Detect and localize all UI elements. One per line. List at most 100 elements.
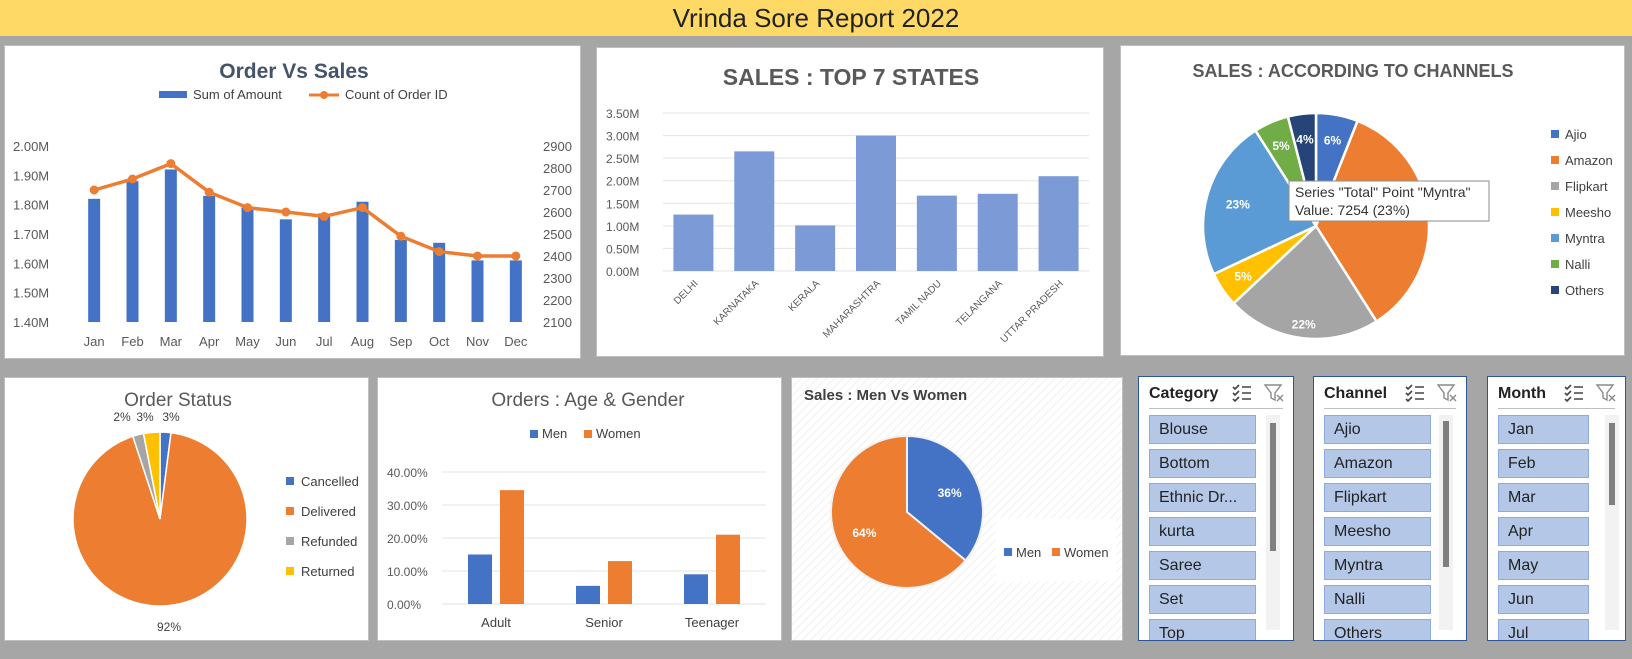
slicer-month-item[interactable]: Apr	[1498, 517, 1589, 546]
bar-state	[673, 214, 714, 271]
bar-amount	[394, 239, 407, 322]
slicer-channel[interactable]: Channel Ajio Amazon Flipkart Meesho Myntra Na…	[1313, 376, 1467, 641]
legend-label: Others	[1565, 283, 1605, 298]
y2-tick-label: 2100	[543, 315, 572, 330]
slicer-category-header: Category	[1149, 385, 1219, 402]
bar-state	[1038, 176, 1079, 271]
slicer-channel-item[interactable]: Others	[1324, 619, 1431, 640]
age-gender-chart[interactable]: Orders : Age & Gender Men Women 40.00% 30.00…	[377, 377, 782, 641]
data-label: 5%	[1272, 139, 1290, 153]
data-label: 64%	[852, 526, 876, 540]
order-vs-sales-chart[interactable]: Order Vs Sales Sum of Amount Count of Orde…	[4, 45, 581, 359]
bar-amount	[241, 207, 254, 322]
multi-select-icon[interactable]	[1231, 383, 1253, 403]
slicer-category-item[interactable]: Ethnic Dr...	[1149, 483, 1256, 512]
chart-title: SALES : TOP 7 STATES	[723, 64, 979, 90]
chart-title: Orders : Age & Gender	[491, 390, 685, 411]
y-tick-label: 1.80M	[13, 198, 49, 213]
bar-state	[795, 225, 836, 271]
bar-men	[468, 554, 492, 604]
order-status-chart[interactable]: Order Status 2% 3% 3% 92% Cancelled Delivered R…	[4, 377, 369, 641]
pie-slice	[72, 431, 248, 607]
y-tick-label: 1.90M	[13, 168, 49, 183]
line-point	[243, 203, 252, 213]
bar-amount	[164, 169, 177, 322]
slicer-channel-item[interactable]: Nalli	[1324, 585, 1431, 614]
line-point	[396, 231, 406, 241]
legend-swatch	[530, 430, 538, 438]
legend-label: Men	[542, 426, 567, 441]
slicer-channel-scrollbar[interactable]	[1439, 415, 1453, 630]
x-tick-label: Oct	[429, 334, 450, 349]
clear-filter-icon[interactable]	[1595, 383, 1617, 403]
slicer-category-item[interactable]: kurta	[1149, 517, 1256, 546]
slicer-category[interactable]: Category Blouse Bottom Ethnic Dr... kurta Sa…	[1138, 376, 1294, 641]
slicer-category-item[interactable]: Saree	[1149, 551, 1256, 580]
line-point	[473, 251, 482, 261]
slicer-category-item[interactable]: Bottom	[1149, 449, 1256, 478]
line-point	[434, 247, 444, 257]
slicer-month-item[interactable]: Jan	[1498, 415, 1589, 444]
legend-label: Men	[1016, 545, 1041, 560]
bar-state	[977, 193, 1018, 271]
slicer-category-item[interactable]: Blouse	[1149, 415, 1256, 444]
clear-filter-icon[interactable]	[1436, 383, 1458, 403]
clear-filter-icon[interactable]	[1263, 383, 1285, 403]
legend-swatch	[1052, 548, 1060, 556]
bar-amount	[126, 181, 139, 322]
legend-label: Ajio	[1565, 127, 1587, 142]
legend-label: Flipkart	[1565, 179, 1608, 194]
x-tick-label: Aug	[351, 334, 374, 349]
tooltip-box	[1288, 180, 1490, 222]
top-states-chart[interactable]: SALES : TOP 7 STATES 3.50M 3.00M 2.50M 2.00M…	[596, 47, 1104, 357]
y2-tick-label: 2200	[543, 293, 572, 308]
slicer-month-item[interactable]: Feb	[1498, 449, 1589, 478]
line-orders	[93, 161, 516, 258]
slicer-channel-item[interactable]: Ajio	[1324, 415, 1431, 444]
slicer-month[interactable]: Month Jan Feb Mar Apr May Jun Jul	[1487, 376, 1626, 641]
bar-amount	[471, 260, 484, 322]
men-women-chart[interactable]: Sales : Men Vs Women 36% 64% Men Women	[791, 377, 1123, 641]
report-title-bar: Vrinda Sore Report 2022	[0, 0, 1632, 36]
bar-amount	[356, 201, 369, 322]
slicer-category-item[interactable]: Set	[1149, 585, 1256, 614]
bar-state	[734, 151, 775, 271]
bar-state	[916, 195, 957, 271]
chart-title: Order Status	[124, 390, 232, 411]
slicer-channel-item[interactable]: Myntra	[1324, 551, 1431, 580]
legend-label: Women	[1064, 545, 1109, 560]
legend-marker	[320, 91, 328, 99]
bar-amount	[318, 213, 331, 322]
y-tick-label: 3.00M	[606, 130, 639, 144]
legend-swatch	[286, 567, 294, 575]
slicer-month-scrollbar[interactable]	[1605, 415, 1619, 630]
legend-label: Nalli	[1565, 257, 1590, 272]
slicer-channel-item[interactable]: Meesho	[1324, 517, 1431, 546]
slicer-channel-item[interactable]: Flipkart	[1324, 483, 1431, 512]
slicer-category-scrollbar[interactable]	[1266, 415, 1280, 630]
x-tick-label: Jan	[84, 334, 105, 349]
slicer-category-item[interactable]: Top	[1149, 619, 1256, 640]
slicer-channel-item[interactable]: Amazon	[1324, 449, 1431, 478]
multi-select-icon[interactable]	[1404, 383, 1426, 403]
legend-label: Count of Order ID	[345, 87, 448, 102]
line-point	[128, 174, 137, 184]
bar-amount	[88, 198, 101, 322]
bar-amount	[203, 195, 216, 322]
y-tick-label: 0.00%	[387, 598, 421, 612]
bar-women	[608, 561, 632, 604]
y-tick-label: 1.60M	[13, 256, 49, 271]
multi-select-icon[interactable]	[1563, 383, 1585, 403]
y-tick-label: 1.50M	[606, 197, 639, 211]
slicer-month-item[interactable]: Jul	[1498, 619, 1589, 640]
x-tick-label: Senior	[585, 615, 623, 630]
bar-amount	[279, 219, 292, 322]
x-tick-label: DELHI	[672, 278, 701, 307]
legend-label: Meesho	[1565, 205, 1611, 220]
channels-chart[interactable]: SALES : ACCORDING TO CHANNELS 6% 23% 5% 22% 5…	[1120, 45, 1625, 356]
slicer-month-item[interactable]: May	[1498, 551, 1589, 580]
slicer-month-item[interactable]: Jun	[1498, 585, 1589, 614]
legend-swatch	[1551, 182, 1559, 190]
legend-label: Myntra	[1565, 231, 1606, 246]
slicer-month-item[interactable]: Mar	[1498, 483, 1589, 512]
